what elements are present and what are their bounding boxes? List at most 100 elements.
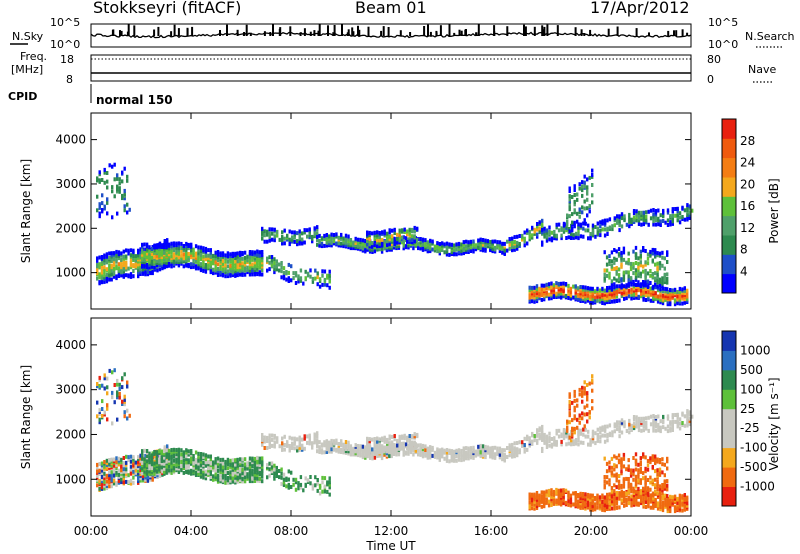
power-cell bbox=[644, 260, 647, 265]
power-cell bbox=[398, 233, 401, 238]
velocity-cell bbox=[165, 459, 168, 464]
power-cell bbox=[625, 284, 628, 289]
power-cell bbox=[291, 237, 294, 242]
power-cell bbox=[125, 267, 128, 272]
power-cell bbox=[491, 249, 494, 254]
power-cell bbox=[342, 236, 345, 241]
velocity-cell bbox=[606, 438, 609, 443]
power-cell bbox=[547, 286, 551, 291]
velocity-cell bbox=[194, 462, 198, 467]
velocity-cell bbox=[271, 433, 274, 438]
nsearch-bar bbox=[556, 25, 559, 36]
velocity-cell bbox=[241, 463, 244, 468]
power-cell bbox=[403, 230, 406, 234]
power-cell bbox=[216, 262, 220, 267]
velocity-cell bbox=[344, 447, 348, 451]
power-cell bbox=[100, 255, 104, 259]
power-cell bbox=[113, 162, 116, 167]
velocity-cell bbox=[681, 494, 684, 499]
velocity-cell bbox=[603, 495, 606, 500]
power-cell bbox=[569, 296, 573, 301]
power-cell bbox=[608, 297, 611, 302]
velocity-cell bbox=[301, 437, 304, 442]
velocity-cell bbox=[553, 436, 556, 441]
velocity-cell bbox=[328, 440, 331, 445]
power-cell bbox=[163, 263, 166, 268]
power-cell bbox=[214, 250, 217, 255]
power-cell bbox=[268, 231, 271, 236]
power-cell bbox=[620, 285, 623, 290]
velocity-cell bbox=[441, 454, 444, 459]
power-cell bbox=[236, 265, 239, 270]
power-cell bbox=[472, 247, 475, 252]
power-cell bbox=[460, 245, 463, 250]
velocity-cell bbox=[167, 452, 171, 457]
power-cell bbox=[153, 262, 156, 266]
velocity-cell bbox=[115, 466, 118, 471]
power-cell bbox=[465, 244, 468, 249]
power-cell bbox=[503, 246, 506, 251]
power-cell bbox=[676, 294, 679, 299]
velocity-cell bbox=[141, 459, 144, 464]
velocity-cell bbox=[261, 437, 264, 442]
nsearch-bar bbox=[475, 32, 478, 36]
velocity-cell bbox=[146, 475, 150, 480]
power-cell bbox=[683, 217, 687, 222]
power-cell bbox=[573, 199, 576, 204]
velocity-cell bbox=[562, 498, 565, 503]
velocity-cell bbox=[603, 475, 606, 479]
power-cell bbox=[445, 252, 449, 257]
velocity-cell bbox=[175, 448, 178, 452]
power-cell bbox=[148, 251, 151, 256]
velocity-cell bbox=[291, 436, 294, 441]
velocity-cell bbox=[533, 434, 536, 438]
velocity-cell bbox=[96, 473, 99, 478]
power-cell bbox=[306, 228, 309, 233]
velocity-cell bbox=[96, 483, 99, 488]
velocity-cell bbox=[627, 501, 631, 506]
power-cell bbox=[587, 223, 590, 228]
y-tick-label: 3000 bbox=[55, 177, 86, 191]
power-cell bbox=[671, 291, 674, 296]
power-cell bbox=[646, 252, 650, 257]
velocity-cell bbox=[686, 495, 689, 500]
power-cell bbox=[340, 241, 343, 246]
power-cell bbox=[562, 221, 566, 226]
velocity-cell bbox=[586, 492, 590, 497]
power-cell bbox=[608, 300, 611, 304]
power-cell bbox=[364, 247, 367, 252]
power-cbar-swatch bbox=[722, 138, 736, 159]
power-cell bbox=[121, 193, 124, 198]
power-cell bbox=[170, 261, 173, 266]
velocity-cell bbox=[170, 450, 173, 455]
power-cell bbox=[125, 273, 128, 278]
power-cell bbox=[202, 264, 205, 269]
power-cell bbox=[318, 233, 321, 238]
velocity-cell bbox=[98, 468, 101, 473]
power-cell bbox=[453, 245, 456, 250]
power-cell bbox=[613, 248, 616, 252]
power-cell bbox=[381, 237, 384, 242]
velocity-cell bbox=[293, 441, 296, 446]
power-cell bbox=[286, 233, 289, 238]
velocity-cell bbox=[207, 454, 210, 459]
power-cell bbox=[548, 237, 551, 242]
velocity-cell bbox=[644, 492, 648, 497]
velocity-cell bbox=[219, 473, 222, 478]
power-cell bbox=[199, 245, 203, 250]
velocity-cell bbox=[144, 477, 147, 482]
power-cell bbox=[587, 228, 590, 233]
power-cell bbox=[182, 264, 185, 269]
velocity-cell bbox=[96, 465, 99, 470]
power-cell bbox=[577, 224, 580, 229]
velocity-cell bbox=[637, 489, 640, 494]
power-cell bbox=[316, 235, 319, 239]
power-cell bbox=[134, 258, 137, 263]
power-cell bbox=[637, 282, 640, 287]
velocity-cell bbox=[287, 482, 290, 487]
power-cell bbox=[150, 259, 154, 264]
velocity-cell bbox=[543, 435, 546, 440]
velocity-cell bbox=[172, 468, 176, 473]
power-cell bbox=[676, 209, 679, 213]
